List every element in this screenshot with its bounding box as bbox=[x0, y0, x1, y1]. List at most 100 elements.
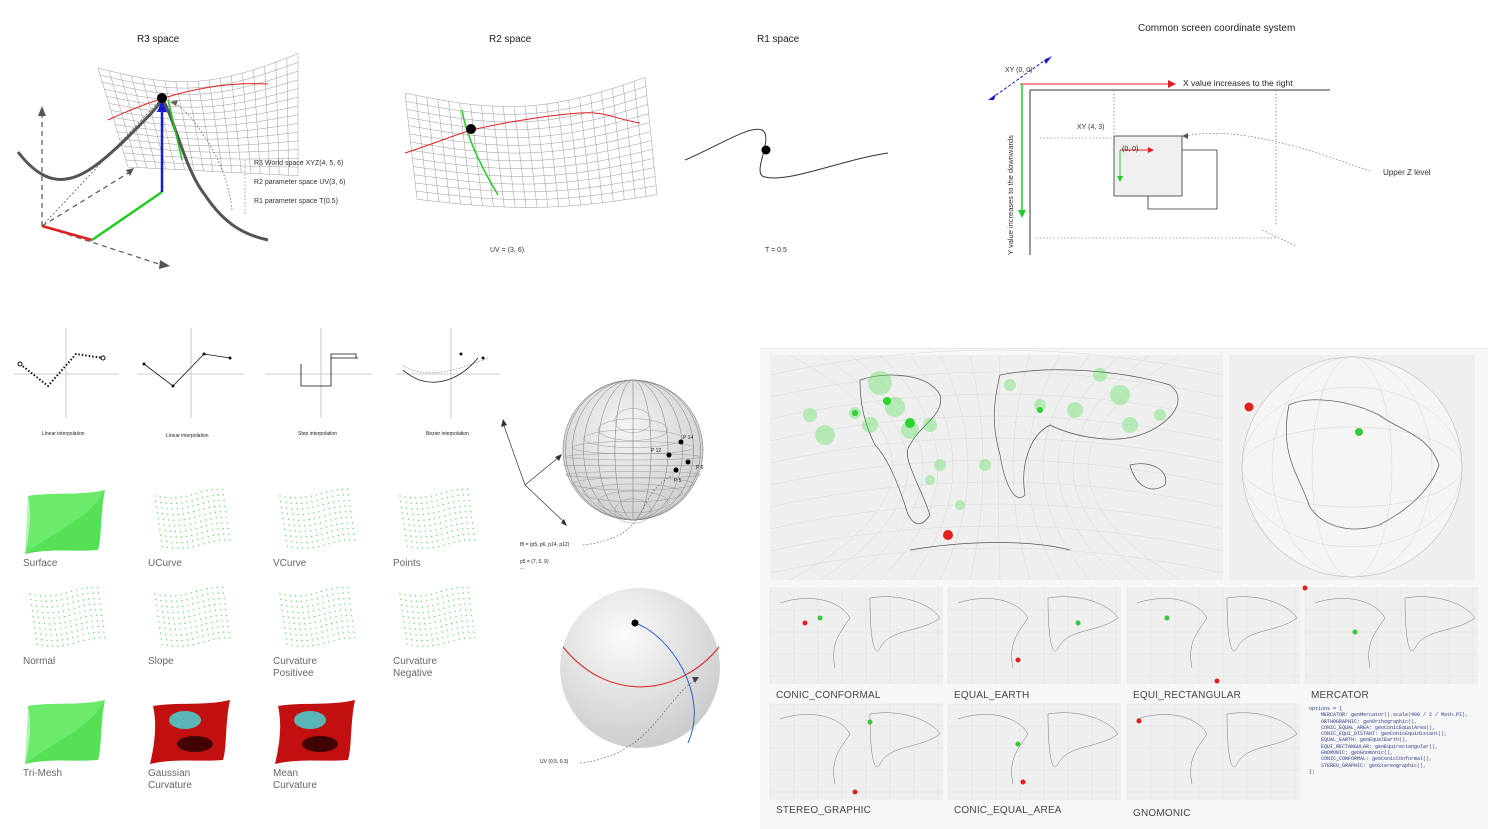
data-point bbox=[1136, 718, 1142, 724]
projection-map[interactable] bbox=[1302, 585, 1478, 684]
face-label: f8 = (p5, p6, p14, p12) bbox=[520, 542, 570, 548]
data-point bbox=[1122, 417, 1138, 433]
gallery-thumb bbox=[275, 700, 355, 764]
data-point bbox=[802, 620, 808, 626]
projection-map[interactable] bbox=[769, 703, 943, 800]
orthographic-map[interactable] bbox=[1229, 355, 1475, 580]
projection-code: options = { MERCATOR: geoMercator().scal… bbox=[1309, 706, 1469, 775]
data-point bbox=[1093, 368, 1107, 382]
data-point bbox=[1015, 657, 1021, 663]
data-point bbox=[868, 371, 892, 395]
gallery-thumb bbox=[150, 700, 230, 764]
point-p12: P 12 bbox=[651, 448, 662, 454]
gallery-label: Curvature Positivee bbox=[273, 656, 317, 679]
data-point bbox=[815, 425, 835, 445]
gallery-thumb bbox=[25, 490, 105, 554]
gallery-thumb bbox=[279, 586, 356, 647]
projection-label: CONIC_EQUAL_AREA bbox=[954, 805, 1062, 816]
data-point bbox=[1004, 379, 1016, 391]
uv-caption: UV = (3, 6) bbox=[490, 247, 525, 254]
gallery-thumb bbox=[279, 488, 356, 549]
data-point bbox=[883, 397, 891, 405]
r3-v-curve bbox=[167, 99, 183, 161]
projection-map[interactable] bbox=[1126, 703, 1300, 800]
main-map[interactable] bbox=[769, 349, 1224, 581]
gallery-item: Points bbox=[390, 488, 490, 588]
r3-title: R3 space bbox=[137, 34, 180, 45]
highlight-point bbox=[943, 530, 953, 540]
data-point bbox=[817, 615, 823, 621]
t-caption: T = 0.5 bbox=[765, 247, 787, 254]
gallery-label: Curvature Negative bbox=[393, 656, 437, 679]
data-point bbox=[905, 418, 915, 428]
coord-diagram bbox=[988, 56, 1371, 255]
gallery-thumb bbox=[154, 586, 231, 647]
gallery-thumb bbox=[25, 700, 105, 764]
interp-label-4: Bezier interpolation bbox=[426, 431, 469, 437]
r2-title: R2 space bbox=[489, 34, 532, 45]
gallery-item: Normal bbox=[20, 586, 120, 686]
data-point bbox=[925, 475, 935, 485]
gallery-item: VCurve bbox=[270, 488, 370, 588]
r1-title: R1 space bbox=[757, 34, 800, 45]
y-axis-label: Y value increases to the downwards bbox=[1006, 135, 1015, 255]
gallery-thumb bbox=[399, 586, 476, 647]
gallery-label: Slope bbox=[148, 656, 174, 667]
gallery-label: Normal bbox=[23, 656, 56, 667]
projection-map[interactable] bbox=[947, 587, 1121, 684]
data-point bbox=[1154, 409, 1166, 421]
projection-label: STEREO_GRAPHIC bbox=[776, 805, 872, 816]
interp-diagrams bbox=[14, 328, 500, 418]
data-point bbox=[1302, 585, 1308, 591]
point-p14: P 14 bbox=[683, 435, 694, 441]
r3-surface-grid bbox=[97, 53, 299, 177]
data-point bbox=[1075, 620, 1081, 626]
projection-label: GNOMONIC bbox=[1133, 808, 1191, 819]
projection-label: CONIC_CONFORMAL bbox=[776, 690, 881, 701]
gallery-item: Gaussian Curvature bbox=[145, 698, 245, 798]
r3-legend-world: R3 World space XYZ(4, 5, 6) bbox=[254, 160, 344, 167]
projection-label: MERCATOR bbox=[1311, 690, 1369, 701]
gallery-label: Mean Curvature bbox=[273, 768, 317, 791]
data-point bbox=[867, 719, 873, 725]
gallery-item: Surface bbox=[20, 488, 120, 588]
gallery-item: Curvature Negative bbox=[390, 586, 490, 686]
projection-map[interactable] bbox=[947, 703, 1121, 800]
data-point bbox=[1067, 402, 1083, 418]
r1-diagram bbox=[684, 128, 889, 179]
interp-label-3: Step interpolation bbox=[298, 431, 337, 437]
gallery-label: VCurve bbox=[273, 558, 307, 569]
coord-title: Common screen coordinate system bbox=[1138, 23, 1296, 34]
interp-label-2: Linear interpolation bbox=[166, 433, 209, 439]
data-point bbox=[934, 459, 946, 471]
data-point bbox=[1020, 779, 1026, 785]
data-point bbox=[1110, 385, 1130, 405]
surface-gallery: Surface UCurve VCurve Points Normal Slope Curv… bbox=[20, 488, 490, 798]
data-point bbox=[901, 421, 919, 439]
data-point bbox=[979, 459, 991, 471]
gallery-item: UCurve bbox=[145, 488, 245, 588]
r3-legend-t: R1 parameter space T(0.5) bbox=[254, 198, 338, 205]
projection-label: EQUI_RECTANGULAR bbox=[1133, 690, 1242, 701]
projection-label: EQUAL_EARTH bbox=[954, 690, 1030, 701]
gallery-label: Tri-Mesh bbox=[23, 768, 63, 779]
point-p5: P 5 bbox=[674, 478, 682, 484]
local-origin-label: (0, 0) bbox=[1122, 146, 1139, 153]
data-point bbox=[852, 789, 858, 795]
z-level-label: Upper Z level bbox=[1383, 168, 1431, 177]
data-point bbox=[1034, 399, 1046, 411]
gallery-item: Slope bbox=[145, 586, 245, 686]
gallery-item: Tri-Mesh bbox=[20, 698, 120, 798]
gallery-item: Curvature Positivee bbox=[270, 586, 370, 686]
ellipsis-label: ... bbox=[520, 565, 525, 571]
r3-diagram bbox=[16, 53, 299, 269]
gallery-label: Points bbox=[393, 558, 421, 569]
data-point bbox=[1015, 741, 1021, 747]
data-point bbox=[955, 500, 965, 510]
data-point bbox=[923, 418, 937, 432]
point-label: XY (4, 3) bbox=[1077, 124, 1105, 131]
vertex-label: p5 = (7, 5, 9) bbox=[520, 559, 549, 565]
projection-map[interactable] bbox=[769, 587, 943, 684]
projection-map[interactable] bbox=[1126, 587, 1300, 684]
mesh-sphere bbox=[501, 379, 704, 546]
